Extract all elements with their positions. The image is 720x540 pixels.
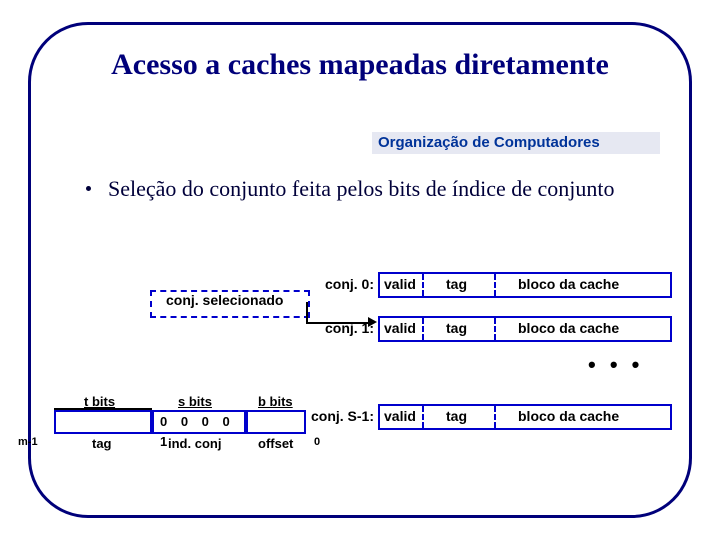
- bullet-dot-icon: [86, 186, 91, 191]
- t-bits-box: [54, 410, 152, 434]
- cache-line-divider: [422, 274, 424, 296]
- offset-under-label: offset: [258, 436, 293, 451]
- cache-line-box: valid tag bloco da cache: [378, 404, 672, 430]
- arrow-seg-v: [306, 302, 308, 322]
- cache-line-label: conj. S-1:: [311, 408, 374, 424]
- ellipsis: • • •: [588, 352, 643, 378]
- bullet-item: Seleção do conjunto feita pelos bits de …: [108, 176, 650, 202]
- zero-label: 0: [314, 436, 320, 448]
- cache-line-label: conj. 0:: [325, 276, 374, 292]
- cache-line-label: conj. 1:: [325, 320, 374, 336]
- tag-cell: tag: [446, 276, 467, 292]
- slide-frame: [28, 22, 692, 518]
- tag-cell: tag: [446, 408, 467, 424]
- valid-cell: valid: [384, 408, 416, 424]
- t-bits-label: t bits: [84, 394, 115, 409]
- selected-set-label: conj. selecionado: [166, 292, 283, 308]
- block-cell: bloco da cache: [518, 276, 619, 292]
- s-bits-label: s bits: [178, 394, 212, 409]
- cache-line-divider: [494, 318, 496, 340]
- slide: Acesso a caches mapeadas diretamente Org…: [0, 0, 720, 540]
- cache-line-divider: [494, 406, 496, 428]
- valid-cell: valid: [384, 320, 416, 336]
- s-bits-box: 0 0 0 0 1: [152, 410, 246, 434]
- slide-title: Acesso a caches mapeadas diretamente: [0, 48, 720, 82]
- subtitle-bar: Organização de Computadores: [372, 132, 660, 154]
- block-cell: bloco da cache: [518, 408, 619, 424]
- tag-under-label: tag: [92, 436, 112, 451]
- cache-line-divider: [422, 318, 424, 340]
- cache-line-box: valid tag bloco da cache: [378, 316, 672, 342]
- b-bits-box: [246, 410, 306, 434]
- cache-line-box: valid tag bloco da cache: [378, 272, 672, 298]
- subtitle-text: Organização de Computadores: [372, 132, 660, 154]
- m-1-label: m-1: [18, 436, 38, 448]
- index-under-label: ind. conj: [168, 436, 221, 451]
- arrow-seg-h1: [306, 322, 326, 324]
- b-bits-label: b bits: [258, 394, 293, 409]
- cache-line-divider: [422, 406, 424, 428]
- block-cell: bloco da cache: [518, 320, 619, 336]
- valid-cell: valid: [384, 276, 416, 292]
- bullet-text: Seleção do conjunto feita pelos bits de …: [108, 176, 614, 201]
- cache-line-divider: [494, 274, 496, 296]
- tag-cell: tag: [446, 320, 467, 336]
